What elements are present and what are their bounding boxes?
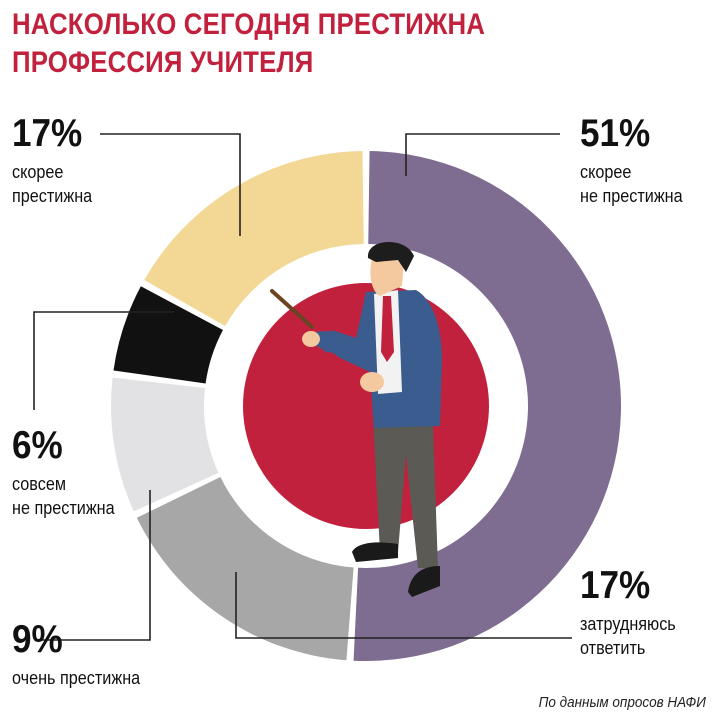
label-hard-to-say-value: 17% — [580, 564, 651, 607]
teacher-left-shoe — [352, 542, 398, 562]
segment-not-prestigious — [353, 151, 621, 661]
label-rather-prestigious-value: 17% — [12, 112, 83, 155]
leader-not-at-all — [33, 311, 174, 410]
donut-segments — [110, 151, 621, 661]
label-not-prestigious-text: скорее не престижна — [580, 160, 683, 208]
label-rather-prestigious-line-2: престижна — [12, 186, 93, 206]
teacher-illustration — [270, 241, 442, 597]
segment-hard-to-say — [136, 477, 354, 661]
label-not-at-all-line-1: совсем — [12, 474, 66, 494]
label-very-prestigious-text: очень престижна — [12, 666, 140, 690]
label-hard-to-say-text: затрудняюсь ответить — [580, 612, 676, 660]
teacher-fist — [360, 372, 384, 392]
teacher-hair — [367, 241, 414, 272]
label-very-prestigious-line-1: очень престижна — [12, 668, 141, 688]
teacher-hand — [302, 331, 320, 347]
label-hard-to-say-line-2: ответить — [580, 638, 646, 658]
leader-lines — [33, 133, 572, 641]
leader-rather-prestigious — [100, 133, 241, 236]
segment-rather-prestigious — [144, 151, 364, 326]
label-hard-to-say-line-1: затрудняюсь — [580, 614, 676, 634]
label-not-at-all-text: совсем не престижна — [12, 472, 115, 520]
segment-very-prestigious — [110, 377, 219, 512]
teacher-arm — [306, 331, 362, 356]
teacher-right-shoe — [408, 566, 440, 597]
teacher-tie — [381, 296, 394, 362]
label-not-prestigious-value: 51% — [580, 112, 651, 155]
leader-not-prestigious — [405, 133, 560, 176]
label-not-prestigious-line-2: не престижна — [580, 186, 683, 206]
source-note: По данным опросов НАФИ — [538, 694, 706, 711]
label-rather-prestigious-line-1: скорее — [12, 162, 64, 182]
label-rather-prestigious-text: скорее престижна — [12, 160, 92, 208]
label-not-at-all-value: 6% — [12, 424, 63, 467]
chart-title: НАСКОЛЬКО СЕГОДНЯ ПРЕСТИЖНА ПРОФЕССИЯ УЧ… — [12, 6, 545, 82]
leader-very-prestigious — [40, 490, 151, 641]
pointer-stick — [270, 289, 314, 329]
segment-not-at-all — [113, 286, 223, 384]
chart-title-line-1: НАСКОЛЬКО СЕГОДНЯ ПРЕСТИЖНА — [12, 8, 486, 41]
leader-hard-to-say — [235, 572, 572, 639]
chart-title-line-2: ПРОФЕССИЯ УЧИТЕЛЯ — [12, 46, 314, 79]
teacher-trousers — [372, 398, 438, 568]
label-not-prestigious-line-1: скорее — [580, 162, 632, 182]
label-not-at-all-line-2: не престижна — [12, 498, 115, 518]
label-very-prestigious-value: 9% — [12, 618, 63, 661]
